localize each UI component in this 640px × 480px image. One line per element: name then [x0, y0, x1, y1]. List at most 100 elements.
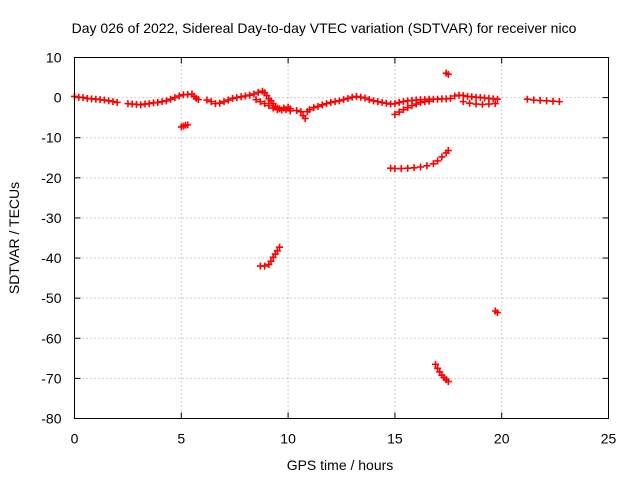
- data-point: [207, 98, 215, 106]
- data-point: [254, 88, 262, 96]
- data-point: [493, 309, 501, 317]
- x-tick-label: 5: [177, 431, 185, 447]
- data-point: [391, 100, 399, 108]
- data-point: [425, 97, 433, 105]
- y-tick-label: -70: [41, 370, 61, 386]
- data-point: [399, 106, 407, 114]
- data-point: [543, 97, 551, 105]
- y-tick-label: 0: [54, 90, 62, 106]
- data-point: [361, 94, 369, 102]
- y-tick-label: -40: [41, 250, 61, 266]
- data-point: [145, 100, 153, 108]
- data-point: [314, 102, 322, 110]
- data-point: [194, 96, 202, 104]
- data-point: [79, 94, 87, 102]
- data-point: [267, 257, 275, 265]
- data-point: [282, 106, 290, 114]
- data-point: [417, 98, 425, 106]
- series-main-band: [71, 87, 563, 122]
- data-point: [459, 92, 467, 100]
- data-point: [344, 94, 352, 102]
- data-point: [261, 100, 269, 108]
- data-point: [444, 70, 452, 78]
- data-point: [352, 92, 360, 100]
- y-tick-labels: 10 0 -10 -20 -30 -40 -50 -60 -70 -80: [41, 50, 61, 427]
- data-point: [446, 94, 454, 102]
- data-point: [459, 98, 467, 106]
- data-point: [305, 106, 313, 114]
- data-point: [404, 164, 412, 172]
- data-point: [162, 97, 170, 105]
- data-point: [250, 90, 258, 98]
- data-point: [158, 98, 166, 106]
- data-point: [399, 98, 407, 106]
- data-point: [382, 99, 390, 107]
- data-point: [113, 98, 121, 106]
- data-point: [331, 98, 339, 106]
- data-point: [335, 97, 343, 105]
- data-point: [412, 100, 420, 108]
- y-tick-label: -20: [41, 170, 61, 186]
- data-point: [273, 247, 281, 255]
- data-point: [478, 100, 486, 108]
- data-point: [404, 104, 412, 112]
- data-point: [237, 93, 245, 101]
- y-tick-label: -60: [41, 330, 61, 346]
- plot-frame: [74, 57, 609, 419]
- y-tick-label: -50: [41, 290, 61, 306]
- x-tick-label: 20: [494, 431, 510, 447]
- data-point: [233, 94, 241, 102]
- data-point: [530, 96, 538, 104]
- data-point: [297, 108, 305, 116]
- data-point: [466, 99, 474, 107]
- data-point: [301, 114, 309, 122]
- data-point: [105, 97, 113, 105]
- data-point: [340, 96, 348, 104]
- data-point: [408, 102, 416, 110]
- data-point: [184, 121, 192, 129]
- data-point: [293, 106, 301, 114]
- data-point: [175, 92, 183, 100]
- data-point: [429, 160, 437, 168]
- data-point: [216, 99, 224, 107]
- data-point: [327, 98, 335, 106]
- data-point: [241, 92, 249, 100]
- data-point: [423, 162, 431, 170]
- data-point: [109, 98, 117, 106]
- data-point: [434, 157, 442, 165]
- data-point: [171, 94, 179, 102]
- data-points: [71, 69, 563, 386]
- data-point: [357, 93, 365, 101]
- series-isolated-arcs: [177, 69, 501, 386]
- x-tick-label: 15: [387, 431, 403, 447]
- x-tick-label: 0: [71, 431, 79, 447]
- data-point: [395, 108, 403, 116]
- data-point: [523, 95, 531, 103]
- x-axis-label: GPS time / hours: [287, 457, 394, 473]
- data-point: [246, 91, 254, 99]
- data-point: [431, 360, 439, 368]
- data-point: [370, 97, 378, 105]
- chart-title: Day 026 of 2022, Sidereal Day-to-day VTE…: [72, 20, 577, 36]
- data-point: [323, 100, 331, 108]
- data-point: [276, 243, 284, 251]
- data-point: [265, 102, 273, 110]
- data-point: [224, 96, 232, 104]
- data-point: [154, 98, 162, 106]
- x-tick-label: 10: [280, 431, 296, 447]
- data-point: [220, 98, 228, 106]
- data-point: [229, 94, 237, 102]
- y-tick-label: -10: [41, 130, 61, 146]
- data-point: [491, 100, 499, 108]
- data-point: [555, 98, 563, 106]
- data-point: [269, 104, 277, 112]
- data-point: [410, 164, 418, 172]
- data-point: [348, 93, 356, 101]
- data-point: [493, 95, 501, 103]
- data-point: [365, 96, 373, 104]
- x-tick-label: 25: [601, 431, 617, 447]
- data-point: [374, 98, 382, 106]
- data-point: [395, 98, 403, 106]
- data-point: [451, 92, 459, 100]
- data-point: [536, 96, 544, 104]
